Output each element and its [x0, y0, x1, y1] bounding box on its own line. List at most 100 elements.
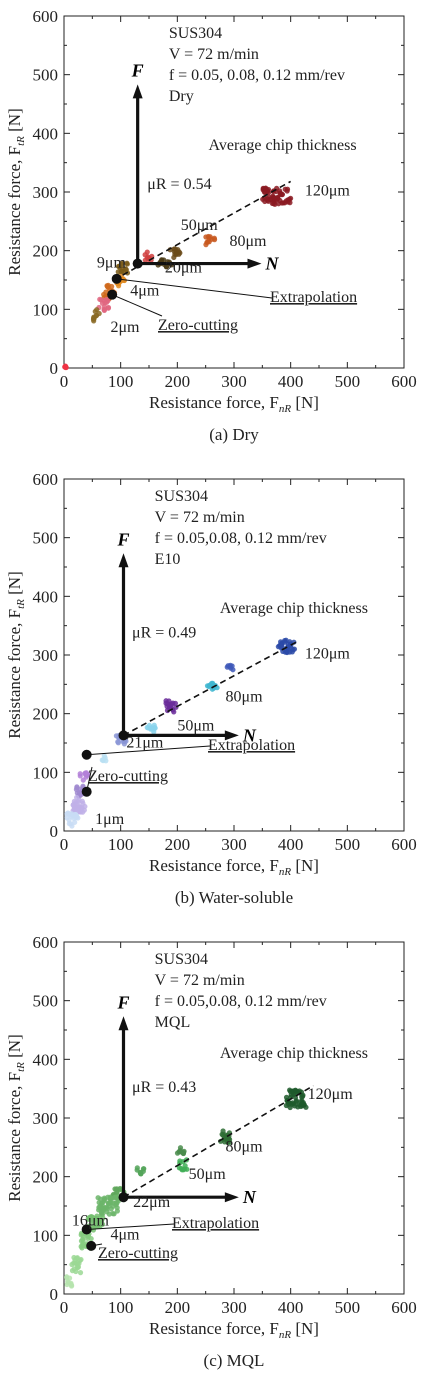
y-tick-label: 500 — [33, 992, 59, 1011]
data-point — [269, 200, 275, 206]
data-point — [271, 195, 278, 201]
zero-cutting-label: Zero-cutting — [98, 1245, 178, 1262]
data-cluster — [99, 753, 109, 764]
data-point — [124, 261, 130, 267]
friction-coefficient: μR = 0.54 — [147, 176, 211, 193]
data-point — [283, 1102, 289, 1109]
data-point — [173, 247, 179, 253]
x-tick-label: 400 — [278, 835, 304, 854]
data-cluster — [142, 249, 155, 263]
data-point — [105, 305, 111, 311]
data-point — [115, 269, 121, 275]
data-point — [80, 800, 86, 807]
x-tick-label: 200 — [165, 835, 191, 854]
extrapolation-leader — [86, 745, 211, 756]
y-tick-label: 300 — [33, 1109, 59, 1128]
y-tick-label: 600 — [33, 933, 59, 952]
chip-thickness-label: 22μm — [133, 1194, 171, 1211]
data-point — [163, 264, 170, 270]
extrapolation-label: Extrapolation — [208, 737, 295, 754]
data-cluster — [260, 185, 294, 207]
zero-cutting-leader — [86, 766, 93, 792]
data-cluster — [174, 1145, 187, 1157]
data-point — [80, 777, 86, 783]
data-cluster — [203, 233, 218, 248]
fit-line — [123, 1085, 314, 1198]
data-point — [228, 665, 234, 671]
data-point — [82, 771, 88, 777]
y-axis-label: Resistance force, FtR [N] — [5, 1034, 27, 1201]
chip-thickness-label: 20μm — [165, 259, 203, 276]
x-tick-label: 400 — [278, 372, 304, 391]
x-tick-label: 0 — [60, 372, 69, 391]
x-tick-label: 400 — [278, 1298, 304, 1317]
zero-cutting-leader — [111, 294, 163, 317]
chip-thickness-label: 21μm — [126, 735, 164, 752]
x-tick-label: 500 — [335, 835, 361, 854]
arrow-N-label: N — [265, 254, 280, 274]
x-tick-label: 0 — [60, 1298, 69, 1317]
chip-thickness-label: 120μm — [305, 183, 351, 200]
y-tick-label: 200 — [33, 242, 59, 261]
x-tick-label: 100 — [108, 372, 134, 391]
data-point — [95, 1195, 101, 1201]
y-tick-label: 0 — [50, 1285, 59, 1304]
data-cluster — [90, 307, 102, 324]
data-point — [62, 364, 68, 370]
data-point — [114, 1186, 120, 1192]
data-cluster — [224, 662, 236, 673]
arrow-F-label: F — [116, 529, 129, 549]
data-point — [275, 201, 282, 207]
fit-line — [123, 641, 297, 737]
data-point — [80, 1236, 86, 1242]
data-point — [148, 725, 154, 731]
data-point — [69, 1261, 75, 1268]
info-line: V = 72 m/min — [155, 972, 245, 989]
data-point — [260, 196, 266, 202]
panel-caption: (c) MQL — [204, 1351, 265, 1370]
data-point — [98, 1210, 105, 1216]
data-point — [123, 267, 129, 273]
arrow-N-head — [224, 730, 239, 741]
data-point — [138, 1170, 144, 1176]
data-point — [113, 733, 119, 739]
data-point — [300, 1099, 306, 1106]
data-point — [100, 1205, 107, 1211]
arrow-N-head — [224, 1192, 239, 1203]
y-tick-label: 200 — [33, 705, 59, 724]
data-point — [287, 1100, 293, 1106]
data-point — [98, 297, 104, 303]
data-cluster — [64, 1274, 75, 1289]
chip-thickness-label: 2μm — [110, 319, 140, 336]
y-tick-label: 100 — [33, 763, 59, 782]
data-point — [177, 1158, 183, 1164]
arrow-N-label: N — [242, 725, 257, 745]
chart-panel-mql: 0 100 200 300 400 500 600 0 100 200 300 400 500 600 Re… — [0, 926, 432, 1386]
info-line: Dry — [169, 88, 194, 105]
data-point — [287, 200, 293, 206]
chip-thickness-label: 9μm — [97, 255, 127, 272]
chip-thickness-label: 50μm — [177, 718, 215, 735]
extrapolation-leader — [116, 278, 273, 299]
data-point — [264, 197, 271, 203]
chip-thickness-heading: Average chip thickness — [209, 137, 357, 154]
arrow-F-label: F — [116, 992, 129, 1012]
data-point — [86, 1214, 93, 1221]
panel-caption: (b) Water-soluble — [175, 888, 293, 907]
x-tick-label: 600 — [391, 372, 417, 391]
data-point — [287, 1088, 294, 1095]
chip-thickness-heading: Average chip thickness — [220, 600, 368, 617]
y-tick-label: 400 — [33, 124, 59, 143]
data-point — [89, 1220, 95, 1226]
origin-point — [132, 258, 143, 269]
y-tick-label: 400 — [33, 1050, 59, 1069]
data-point — [75, 804, 81, 811]
y-tick-label: 600 — [33, 470, 59, 489]
chip-thickness-heading: Average chip thickness — [220, 1045, 368, 1062]
x-tick-label: 600 — [391, 1298, 417, 1317]
info-line: E10 — [155, 551, 181, 568]
data-point — [68, 1283, 75, 1289]
extrapolation-leader — [86, 1223, 175, 1230]
x-tick-label: 300 — [221, 1298, 247, 1317]
chip-thickness-label: 4μm — [110, 1226, 140, 1243]
